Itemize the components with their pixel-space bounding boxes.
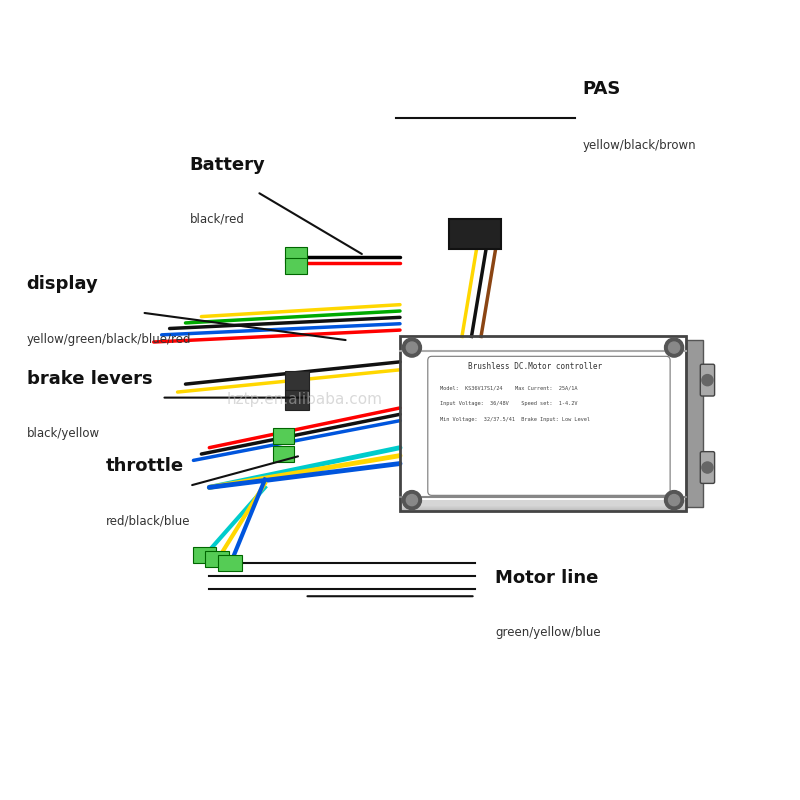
FancyBboxPatch shape (686, 341, 703, 507)
Text: PAS: PAS (582, 80, 621, 98)
Bar (400, 505, 686, 510)
Bar (400, 502, 686, 507)
Bar (400, 500, 686, 506)
Circle shape (669, 494, 680, 506)
Bar (400, 503, 686, 509)
Text: green/yellow/blue: green/yellow/blue (495, 626, 601, 638)
Circle shape (665, 338, 684, 357)
FancyBboxPatch shape (193, 547, 217, 563)
Bar (400, 503, 686, 510)
Bar (400, 506, 686, 511)
Text: Min Voltage:  32/37.5/41  Brake Input: Low Level: Min Voltage: 32/37.5/41 Brake Input: Low… (440, 418, 590, 422)
FancyBboxPatch shape (285, 246, 307, 262)
Text: throttle: throttle (106, 458, 184, 475)
Bar (400, 502, 686, 508)
Bar (400, 501, 686, 506)
Text: brake levers: brake levers (26, 370, 152, 388)
Bar (400, 502, 686, 508)
Bar (400, 504, 686, 510)
Bar (400, 502, 686, 508)
Text: Input Voltage:  36/48V    Speed set:  1-4.2V: Input Voltage: 36/48V Speed set: 1-4.2V (440, 402, 578, 406)
Bar (400, 501, 686, 506)
Circle shape (402, 490, 422, 510)
Text: black/red: black/red (190, 213, 244, 226)
FancyBboxPatch shape (273, 446, 294, 462)
Bar (400, 504, 686, 510)
Text: black/yellow: black/yellow (26, 427, 100, 440)
FancyBboxPatch shape (218, 555, 242, 571)
Circle shape (665, 490, 684, 510)
Text: yellow/green/black/blue/red: yellow/green/black/blue/red (26, 334, 191, 346)
FancyBboxPatch shape (285, 390, 309, 410)
Bar (400, 504, 686, 510)
Circle shape (406, 342, 418, 353)
Bar (400, 500, 686, 506)
Circle shape (702, 462, 713, 473)
Bar (400, 502, 686, 509)
FancyBboxPatch shape (700, 364, 714, 396)
Bar (400, 504, 686, 510)
Circle shape (402, 338, 422, 357)
FancyBboxPatch shape (285, 258, 307, 274)
Text: Motor line: Motor line (495, 569, 598, 586)
Text: Model:  KS36V17S1/24    Max Current:  25A/1A: Model: KS36V17S1/24 Max Current: 25A/1A (440, 386, 578, 390)
Bar (400, 505, 686, 510)
Bar (400, 503, 686, 509)
FancyBboxPatch shape (273, 428, 294, 444)
Bar (400, 502, 686, 508)
Bar (400, 502, 686, 507)
Text: display: display (26, 274, 98, 293)
Circle shape (669, 342, 680, 353)
FancyBboxPatch shape (428, 356, 670, 495)
Bar (400, 500, 686, 506)
FancyBboxPatch shape (206, 551, 229, 567)
Text: yellow/black/brown: yellow/black/brown (582, 138, 696, 152)
Text: hztp.en.alibaba.com: hztp.en.alibaba.com (226, 393, 382, 407)
Bar (400, 503, 686, 509)
FancyBboxPatch shape (285, 370, 309, 390)
Bar (400, 506, 686, 511)
Bar (400, 501, 686, 506)
Bar (400, 501, 686, 507)
Circle shape (702, 374, 713, 386)
Text: red/black/blue: red/black/blue (106, 514, 190, 527)
Circle shape (406, 494, 418, 506)
Text: Battery: Battery (190, 155, 266, 174)
Bar (400, 505, 686, 511)
FancyBboxPatch shape (450, 219, 501, 249)
FancyBboxPatch shape (700, 452, 714, 483)
Bar (400, 505, 686, 510)
Text: Brushless DC.Motor controller: Brushless DC.Motor controller (468, 362, 602, 371)
Bar (400, 500, 686, 506)
Bar (400, 502, 686, 507)
